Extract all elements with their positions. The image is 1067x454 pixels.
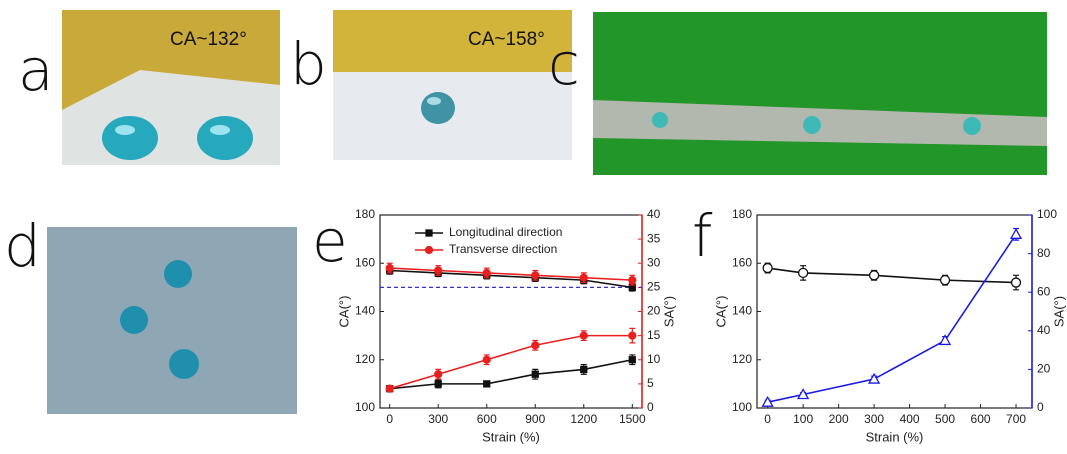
caption: CA~158° — [468, 29, 545, 50]
y2-tick-label: 20 — [1037, 362, 1051, 376]
y2-tick-label: 15 — [647, 328, 661, 342]
x-tick-label: 300 — [864, 412, 884, 426]
y2-tick-label: 20 — [647, 304, 661, 318]
marker — [482, 268, 491, 278]
marker — [797, 388, 810, 400]
series-line — [389, 358, 633, 390]
x-tick-label: 400 — [900, 412, 920, 426]
y-tick-label: 160 — [732, 255, 752, 269]
x-tick-label: 500 — [935, 412, 955, 426]
marker — [385, 263, 394, 273]
panel-label: b — [290, 30, 327, 98]
y2-axis-label: SA(°) — [1051, 296, 1066, 327]
series-line — [389, 267, 633, 281]
x-axis-label: Strain (%) — [482, 429, 540, 444]
y-axis-label: CA(°) — [713, 296, 728, 328]
marker — [434, 266, 443, 275]
series-line — [389, 334, 633, 390]
marker — [761, 395, 774, 407]
marker — [531, 370, 539, 378]
marker — [579, 331, 588, 340]
panel-label: d — [4, 212, 41, 280]
marker — [482, 355, 491, 364]
photo-a — [62, 10, 280, 165]
y2-tick-label: 0 — [1037, 400, 1044, 414]
photo-d — [47, 227, 297, 414]
y-tick-label: 180 — [355, 207, 375, 221]
panel-label: f — [692, 202, 713, 270]
y-tick-label: 180 — [732, 207, 752, 221]
marker — [628, 275, 637, 285]
marker — [762, 262, 773, 274]
x-tick-label: 200 — [829, 412, 849, 426]
marker — [531, 341, 540, 350]
x-tick-label: 700 — [1006, 412, 1026, 426]
photo-b — [333, 10, 572, 160]
y2-tick-label: 10 — [647, 352, 661, 366]
y2-tick-label: 5 — [647, 376, 654, 390]
marker — [434, 380, 442, 388]
x-tick-label: 1200 — [570, 412, 597, 426]
marker — [425, 229, 433, 237]
marker — [1009, 227, 1023, 239]
plot-frame — [756, 214, 1033, 409]
marker — [867, 372, 881, 384]
marker — [1010, 277, 1022, 288]
x-tick-label: 600 — [971, 412, 991, 426]
marker — [579, 273, 588, 282]
y2-axis-label: SA(°) — [661, 296, 676, 327]
marker — [938, 334, 952, 346]
y2-tick-label: 100 — [1037, 207, 1057, 221]
series-line — [767, 233, 1017, 403]
x-tick-label: 0 — [386, 412, 393, 426]
y2-tick-label: 60 — [1037, 284, 1051, 298]
marker — [434, 370, 443, 379]
marker — [628, 356, 636, 364]
marker — [939, 274, 951, 286]
x-tick-label: 300 — [428, 412, 448, 426]
y2-tick-label: 35 — [647, 231, 661, 245]
y2-tick-label: 80 — [1037, 246, 1051, 260]
marker — [580, 365, 588, 374]
marker — [531, 271, 540, 280]
y-tick-label: 120 — [732, 352, 752, 366]
marker — [424, 245, 434, 255]
x-tick-label: 900 — [525, 412, 545, 426]
x-tick-label: 0 — [764, 412, 771, 426]
caption: CA~132° — [170, 29, 247, 50]
y-tick-label: 120 — [355, 352, 375, 366]
marker — [385, 384, 394, 393]
legend-label: Transverse direction — [449, 242, 557, 256]
panel-label: e — [312, 207, 348, 275]
x-tick-label: 1500 — [619, 412, 646, 426]
y2-tick-label: 40 — [1037, 323, 1051, 337]
y2-tick-label: 30 — [647, 255, 661, 269]
y-tick-label: 140 — [732, 304, 752, 318]
marker — [483, 380, 491, 388]
y-tick-label: 100 — [355, 400, 375, 414]
y2-tick-label: 25 — [647, 280, 661, 294]
series-line — [389, 269, 633, 289]
y2-tick-label: 40 — [647, 207, 661, 221]
legend-label: Longitudinal direction — [449, 225, 562, 239]
y-tick-label: 160 — [355, 255, 375, 269]
y-tick-label: 140 — [355, 304, 375, 318]
marker — [628, 331, 637, 340]
photo-c — [593, 12, 1047, 175]
y-axis-label: CA(°) — [336, 296, 351, 328]
panel-label: c — [548, 30, 580, 98]
y-tick-label: 100 — [732, 400, 752, 414]
marker — [797, 267, 809, 279]
y2-tick-label: 0 — [647, 400, 654, 414]
marker — [868, 270, 880, 281]
x-tick-label: 600 — [477, 412, 497, 426]
x-axis-label: Strain (%) — [866, 429, 924, 444]
panel-label: a — [18, 36, 54, 104]
x-tick-label: 100 — [793, 412, 813, 426]
